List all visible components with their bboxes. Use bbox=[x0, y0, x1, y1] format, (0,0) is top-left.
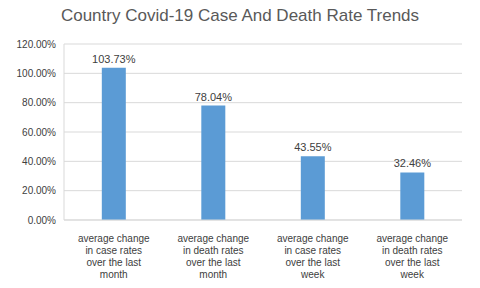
svg-text:60.00%: 60.00% bbox=[22, 127, 56, 138]
svg-text:20.00%: 20.00% bbox=[22, 185, 56, 196]
svg-text:average changein death ratesov: average changein death ratesover the las… bbox=[376, 233, 448, 280]
svg-text:80.00%: 80.00% bbox=[22, 97, 56, 108]
svg-text:103.73%: 103.73% bbox=[92, 53, 136, 65]
svg-text:120.00%: 120.00% bbox=[17, 39, 57, 50]
svg-text:40.00%: 40.00% bbox=[22, 156, 56, 167]
svg-text:32.46%: 32.46% bbox=[394, 157, 432, 169]
svg-text:100.00%: 100.00% bbox=[17, 68, 57, 79]
svg-text:average changein case ratesove: average changein case ratesover the last… bbox=[78, 233, 150, 280]
svg-text:0.00%: 0.00% bbox=[28, 215, 56, 226]
svg-text:43.55%: 43.55% bbox=[294, 141, 332, 153]
svg-text:78.04%: 78.04% bbox=[195, 91, 233, 103]
svg-text:average changein death ratesov: average changein death ratesover the las… bbox=[177, 233, 249, 280]
svg-text:average changein case ratesove: average changein case ratesover the last… bbox=[277, 233, 349, 280]
html-text:Country Covid-19 Case And Deat: Country Covid-19 Case And Death Rate Tre… bbox=[60, 6, 420, 25]
